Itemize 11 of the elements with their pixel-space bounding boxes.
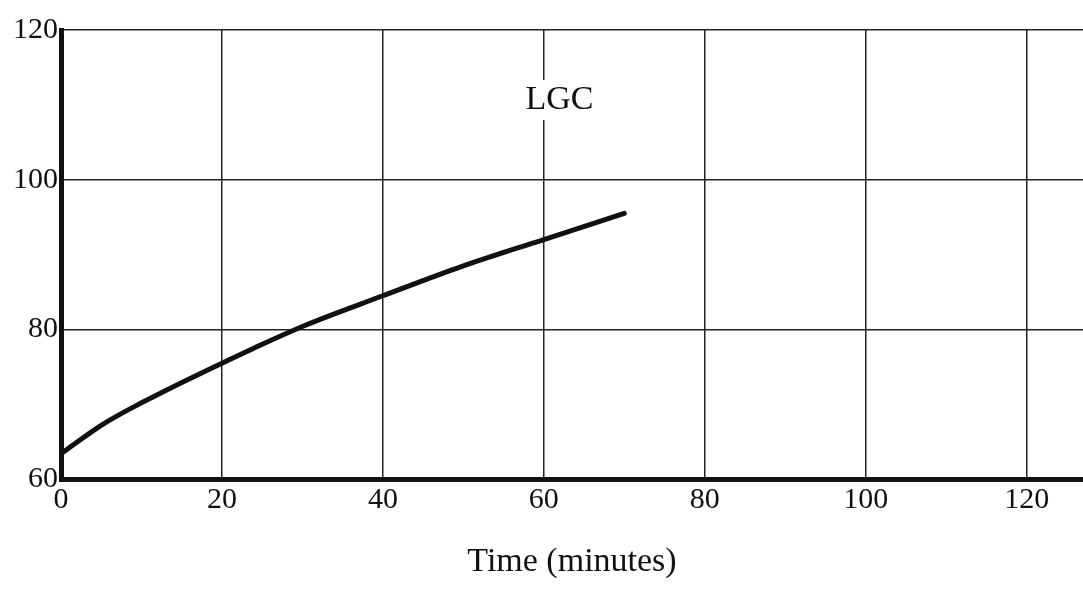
- x-axis-title: Time (minutes): [467, 540, 677, 579]
- x-tick-label: 40: [367, 481, 398, 515]
- y-tick-label: 100: [13, 160, 58, 194]
- x-tick-label: 100: [843, 481, 889, 515]
- x-tick-label: 20: [206, 481, 237, 515]
- text: LGC: [525, 78, 594, 116]
- x-tick-label: 120: [1004, 481, 1050, 515]
- y-tick-label: 80: [28, 310, 58, 344]
- x-tick-label: 60: [528, 481, 559, 515]
- y-tick-label: 120: [13, 10, 58, 44]
- x-tick-label: 80: [689, 481, 720, 515]
